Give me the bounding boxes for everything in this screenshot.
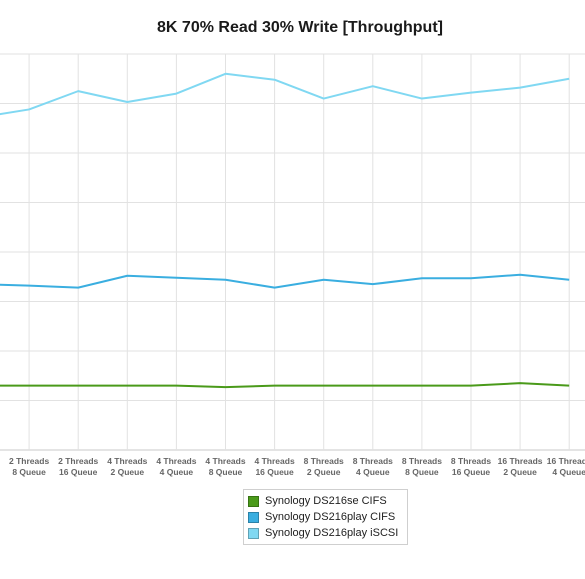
series-line-1 [0,273,570,289]
x-tick-label: 8 Threads [402,456,442,466]
legend-label: Synology DS216play CIFS [265,511,396,523]
legend-label: Synology DS216play iSCSI [265,527,399,539]
series-line-0 [0,382,570,389]
legend-swatch [248,511,259,523]
x-tick-label: 2 Queue [111,467,145,477]
x-tick-label: 2 Threads [58,456,98,466]
x-tick-label: 4 Queue [160,467,194,477]
x-tick-label: 16 Queue [255,467,294,477]
x-tick-label: 2 Queue [307,467,341,477]
x-tick-label: 16 Threads [547,456,585,466]
x-tick-label: 8 Queue [12,467,46,477]
x-tick-label: 4 Queue [356,467,390,477]
legend-item[interactable]: Synology DS216play iSCSI [248,525,403,541]
x-tick-label: 8 Queue [209,467,243,477]
x-tick-label: 8 Threads [353,456,393,466]
x-tick-label: 4 Threads [156,456,196,466]
chart-title: 8K 70% Read 30% Write [Throughput] [157,19,443,36]
legend-label: Synology DS216se CIFS [265,495,387,507]
series-line-2 [0,72,570,116]
legend: Synology DS216se CIFS Synology DS216play … [243,489,408,545]
horizontal-gridlines [0,53,585,451]
series-lines [0,72,570,389]
legend-swatch [248,495,259,507]
legend-item[interactable]: Synology DS216play CIFS [248,509,403,525]
x-tick-label: 16 Threads [498,456,543,466]
x-tick-label: 4 Threads [205,456,245,466]
x-tick-label: 16 Queue [59,467,98,477]
legend-swatch [248,527,259,539]
x-tick-label: 4 Threads [255,456,295,466]
vertical-gridlines [28,54,570,450]
x-tick-label: 4 Queue [552,467,585,477]
x-tick-label: 16 Queue [452,467,491,477]
x-tick-label: 8 Threads [304,456,344,466]
x-tick-label: 8 Threads [451,456,491,466]
x-tick-label: 8 Queue [405,467,439,477]
x-tick-label: 4 Threads [107,456,147,466]
x-tick-label: 2 Queue [503,467,537,477]
legend-item[interactable]: Synology DS216se CIFS [248,493,403,509]
x-tick-label: 2 Threads [9,456,49,466]
